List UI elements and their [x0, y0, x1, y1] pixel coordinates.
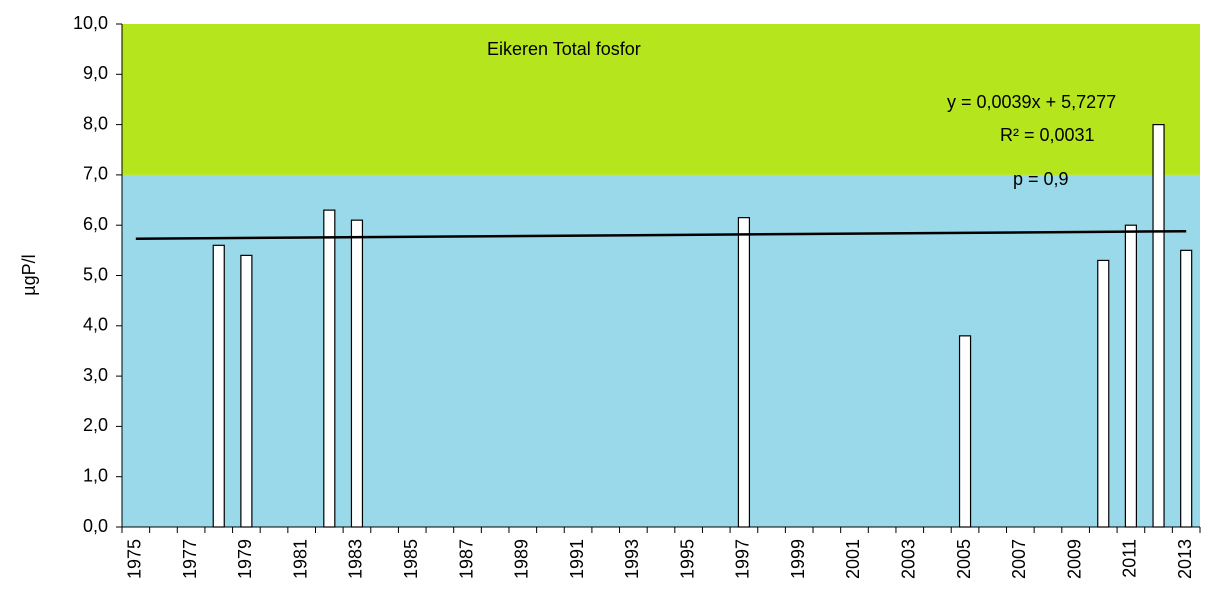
x-tick-label: 1983: [346, 539, 366, 579]
bar: [737, 217, 751, 528]
x-tick-label: 2013: [1175, 539, 1195, 579]
bar: [958, 335, 972, 528]
x-tick-label: 1997: [733, 539, 753, 579]
y-tick-label: 8,0: [83, 113, 108, 133]
bar: [1124, 224, 1137, 528]
y-axis-label: µgP/l: [19, 254, 39, 295]
y-tick-label: 2,0: [83, 415, 108, 435]
y-tick-label: 1,0: [83, 465, 108, 485]
x-tick-label: 2011: [1120, 539, 1140, 578]
bar: [240, 254, 253, 528]
y-tick-label: 6,0: [83, 214, 108, 234]
y-tick-label: 7,0: [83, 164, 108, 184]
x-tick-label: 1985: [401, 539, 421, 579]
x-tick-label: 1975: [125, 539, 145, 579]
x-tick-label: 1993: [622, 539, 642, 579]
chart-title: Eikeren Total fosfor: [487, 39, 641, 59]
y-tick-label: 10,0: [73, 13, 108, 33]
x-tick-label: 1991: [567, 539, 587, 579]
x-tick-label: 1999: [788, 539, 808, 579]
x-tick-label: 2003: [899, 539, 919, 579]
background-band: [122, 24, 1200, 175]
x-tick-label: 2001: [843, 539, 863, 579]
x-tick-label: 1979: [235, 539, 255, 579]
x-tick-label: 1995: [677, 539, 697, 579]
x-tick-label: 2007: [1009, 539, 1029, 579]
bar: [1097, 259, 1110, 528]
x-tick-label: 1981: [290, 539, 310, 579]
y-tick-label: 9,0: [83, 63, 108, 83]
background-band: [122, 174, 1200, 527]
y-tick-label: 5,0: [83, 264, 108, 284]
bar: [212, 244, 225, 528]
annotation: y = 0,0039x + 5,7277: [947, 92, 1116, 112]
x-tick-label: 2005: [954, 539, 974, 579]
bar: [350, 219, 364, 528]
y-tick-label: 0,0: [83, 516, 108, 536]
annotation: p = 0,9: [1013, 169, 1069, 189]
y-tick-label: 3,0: [83, 365, 108, 385]
x-tick-label: 1977: [180, 539, 200, 579]
x-tick-label: 1989: [512, 539, 532, 579]
y-tick-label: 4,0: [83, 315, 108, 335]
x-tick-label: 1987: [456, 539, 476, 579]
annotation: R² = 0,0031: [1000, 125, 1095, 145]
bar: [1180, 249, 1193, 528]
bar: [323, 209, 336, 528]
trendline: [135, 229, 1187, 241]
x-tick-label: 2009: [1064, 539, 1084, 579]
bar: [1152, 123, 1165, 528]
